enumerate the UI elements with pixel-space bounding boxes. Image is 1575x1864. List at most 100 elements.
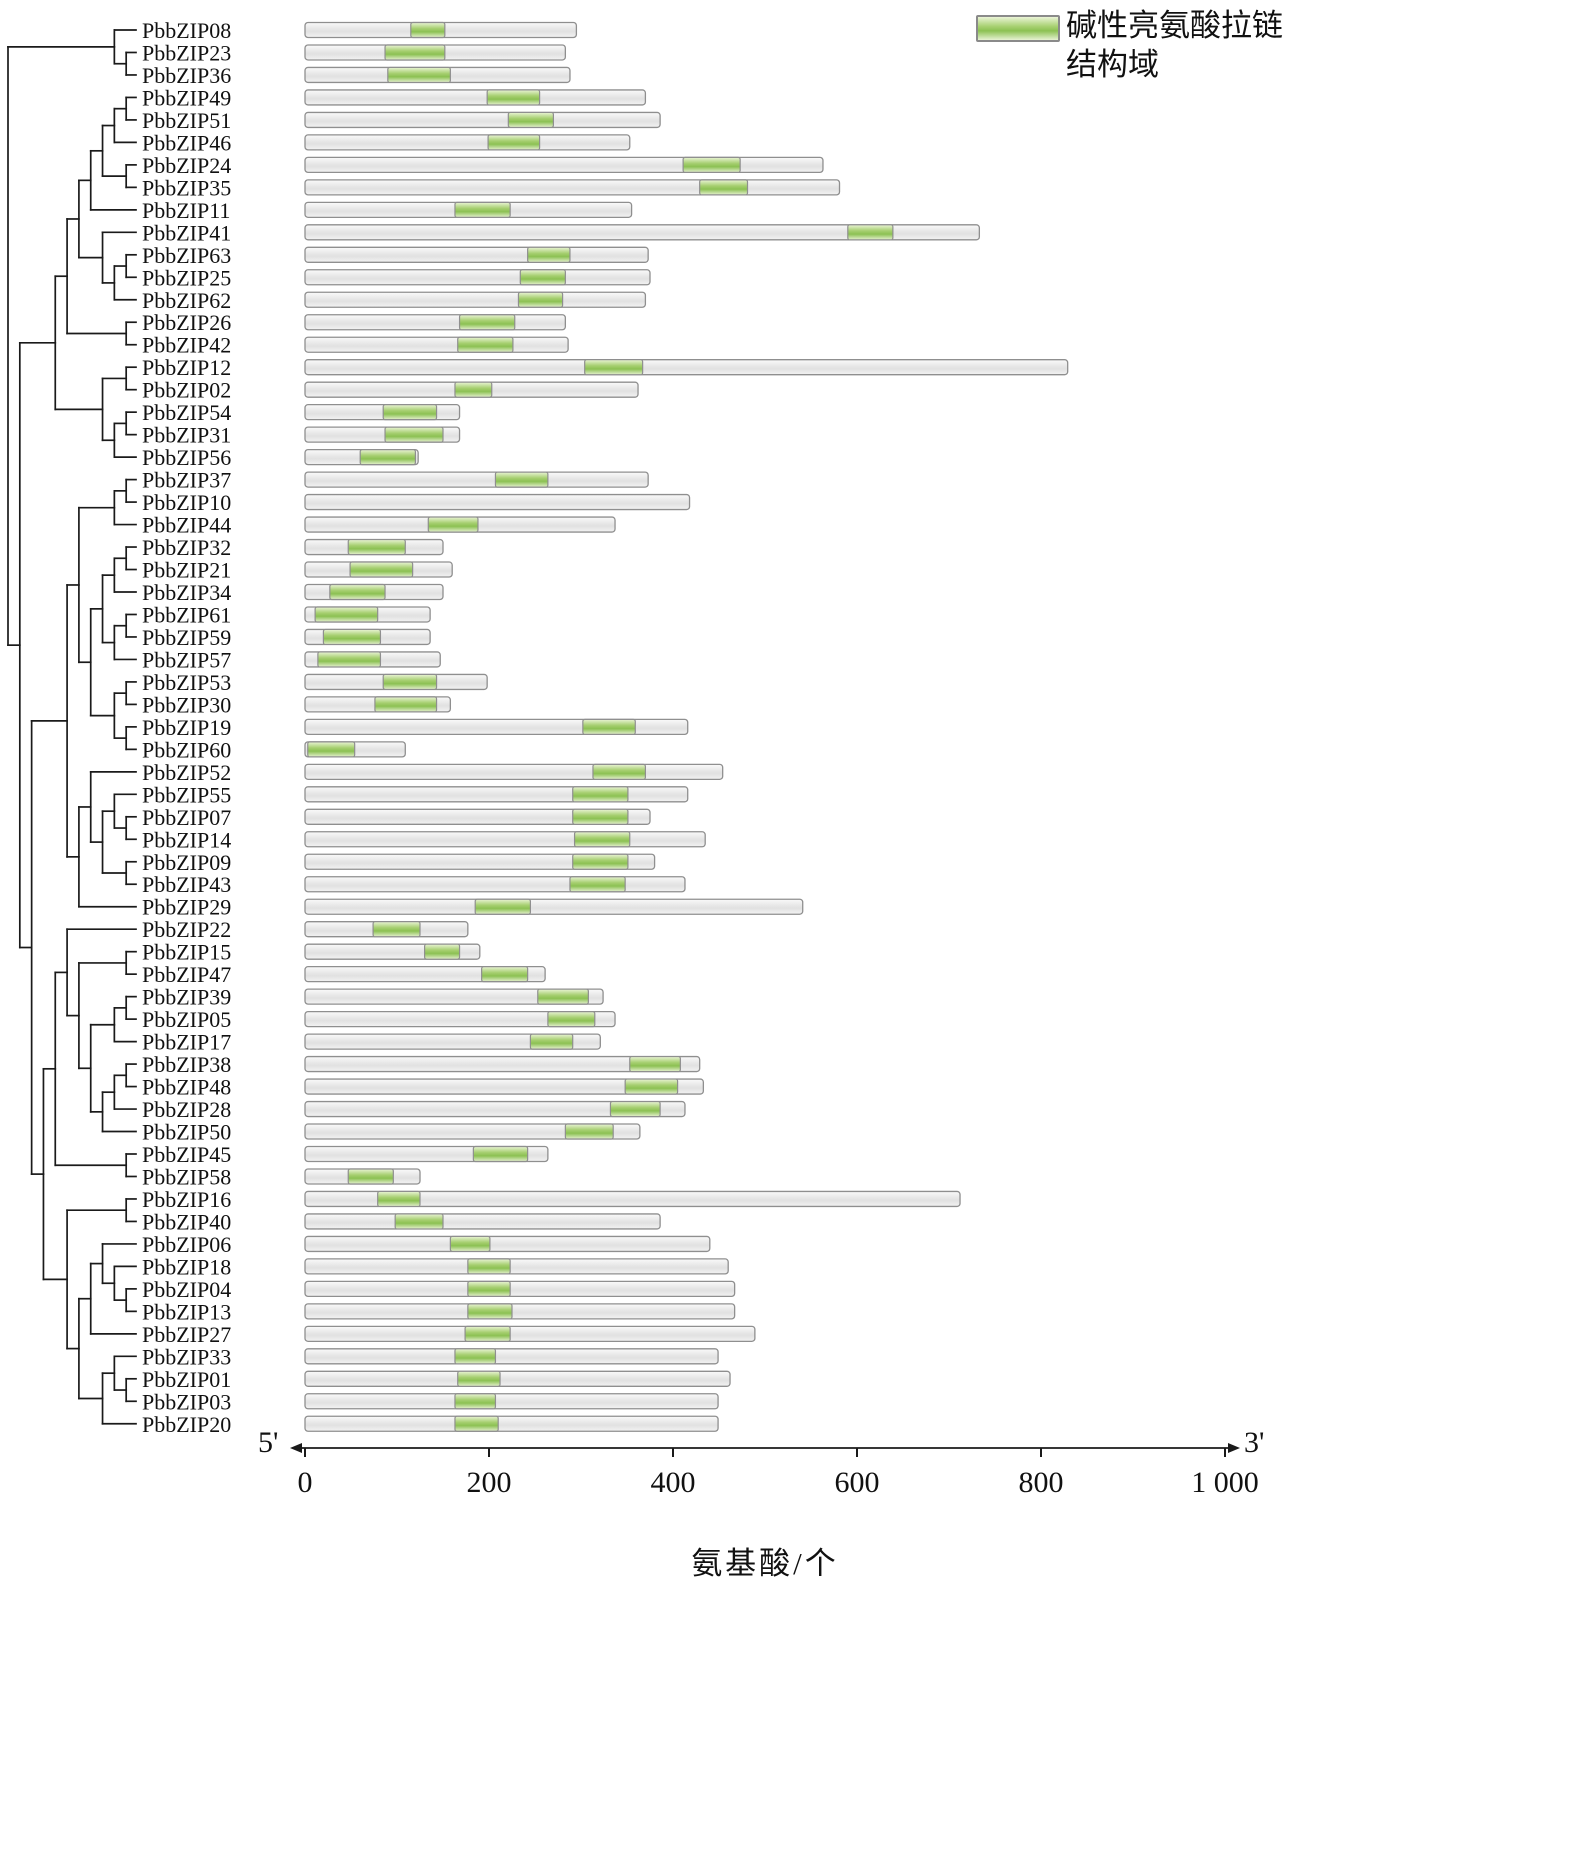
protein-bar [304, 786, 689, 803]
bzip-domain-segment [519, 269, 566, 286]
row-label: PbbZIP59 [142, 625, 231, 650]
row-label: PbbZIP11 [142, 198, 230, 223]
bzip-domain-segment [474, 898, 532, 915]
row-label: PbbZIP28 [142, 1097, 231, 1122]
protein-bar [304, 1258, 729, 1275]
row-label: PbbZIP18 [142, 1254, 231, 1279]
row-label: PbbZIP55 [142, 782, 231, 807]
bzip-domain-segment [494, 471, 549, 488]
bzip-domain-segment [699, 179, 749, 196]
bzip-domain-segment [454, 1393, 497, 1410]
row-label: PbbZIP19 [142, 715, 231, 740]
bzip-domain-segment [374, 696, 438, 713]
protein-bar [304, 988, 604, 1005]
row-label: PbbZIP10 [142, 490, 231, 515]
bzip-domain-segment [547, 1011, 596, 1028]
protein-bar [304, 179, 841, 196]
row-label: PbbZIP43 [142, 872, 231, 897]
axis-tick-label: 800 [1019, 1466, 1064, 1499]
row-label: PbbZIP23 [142, 40, 231, 65]
bzip-domain-segment [458, 314, 516, 331]
bzip-domain-segment [582, 718, 636, 735]
protein-bar [304, 1010, 616, 1028]
row-label: PbbZIP46 [142, 130, 231, 155]
protein-bar [304, 493, 691, 511]
bzip-domain-segment [454, 201, 511, 218]
x-axis-title: 氨基酸/个 [691, 1546, 839, 1581]
row-label: PbbZIP29 [142, 895, 231, 920]
bzip-domain-segment [629, 1055, 681, 1073]
bzip-domain-segment [307, 741, 356, 758]
bzip-domain-segment [564, 1123, 614, 1140]
bzip-domain-segment [467, 1303, 513, 1320]
row-label: PbbZIP30 [142, 692, 231, 717]
protein-bar [304, 1055, 701, 1073]
bzip-domain-segment [592, 763, 647, 780]
row-label: PbbZIP26 [142, 310, 231, 335]
row-label: PbbZIP63 [142, 243, 231, 268]
protein-bar [304, 1235, 711, 1253]
bzip-domain-segment [347, 538, 406, 556]
bzip-domain-segment [394, 1213, 444, 1230]
row-label: PbbZIP21 [142, 558, 231, 583]
row-label: PbbZIP49 [142, 85, 231, 110]
row-label: PbbZIP27 [142, 1322, 231, 1347]
protein-bar [304, 1415, 719, 1432]
protein-bar [304, 1100, 686, 1118]
axis-tick-label: 0 [298, 1466, 313, 1499]
bzip-domain-segment [486, 89, 541, 106]
row-label: PbbZIP50 [142, 1120, 231, 1145]
protein-bar [304, 156, 824, 174]
row-label: PbbZIP09 [142, 850, 231, 875]
protein-bar [304, 808, 651, 825]
bzip-domain-segment [529, 1033, 574, 1050]
row-label: PbbZIP53 [142, 670, 231, 695]
protein-bar [304, 314, 567, 331]
axis-left-arrow [290, 1443, 302, 1453]
axis-tick-label: 200 [467, 1466, 512, 1499]
bzip-domain-segment [569, 876, 626, 893]
bzip-domain-segment [454, 381, 493, 398]
bzip-domain-segment [573, 831, 631, 848]
bzip-domain-segment [359, 449, 417, 466]
legend: 碱性亮氨酸拉链 结构域 [1066, 6, 1283, 84]
row-label: PbbZIP05 [142, 1007, 231, 1032]
protein-bar [304, 898, 804, 915]
bzip-domain-segment [537, 988, 589, 1005]
bzip-domain-segment [449, 1235, 491, 1253]
bzip-domain-segment [507, 111, 555, 129]
protein-bar [304, 1033, 601, 1050]
bzip-domain-segment [387, 66, 451, 84]
bzip-domain-segment [384, 426, 444, 443]
bzip-domain-segment [572, 808, 629, 825]
protein-bar [304, 1348, 719, 1365]
bzip-domain-segment [609, 1100, 661, 1118]
protein-bar [304, 336, 569, 353]
bzip-domain-segment [527, 246, 571, 263]
row-label: PbbZIP56 [142, 445, 231, 470]
bzip-domain-segment [682, 156, 741, 173]
row-label: PbbZIP42 [142, 333, 231, 358]
protein-bar [304, 246, 649, 263]
row-label: PbbZIP02 [142, 378, 231, 403]
row-label: PbbZIP08 [142, 18, 231, 43]
bzip-domain-segment [427, 516, 479, 533]
row-label: PbbZIP58 [142, 1164, 231, 1189]
row-label: PbbZIP15 [142, 940, 231, 965]
bzip-domain-segment [467, 1258, 511, 1275]
axis-right-arrow [1228, 1443, 1240, 1453]
bzip-domain-segment [517, 291, 564, 308]
row-label: PbbZIP61 [142, 602, 231, 627]
row-label: PbbZIP32 [142, 535, 231, 560]
bzip-domain-segment [454, 1415, 499, 1432]
protein-bar [304, 471, 649, 488]
row-label: PbbZIP07 [142, 805, 231, 830]
protein-bar [304, 111, 661, 129]
bzip-domain-segment [382, 404, 438, 421]
row-label: PbbZIP16 [142, 1187, 231, 1212]
protein-bar [304, 224, 981, 241]
bzip-domain-segment [317, 651, 382, 668]
bzip-domain-segment [584, 359, 644, 376]
